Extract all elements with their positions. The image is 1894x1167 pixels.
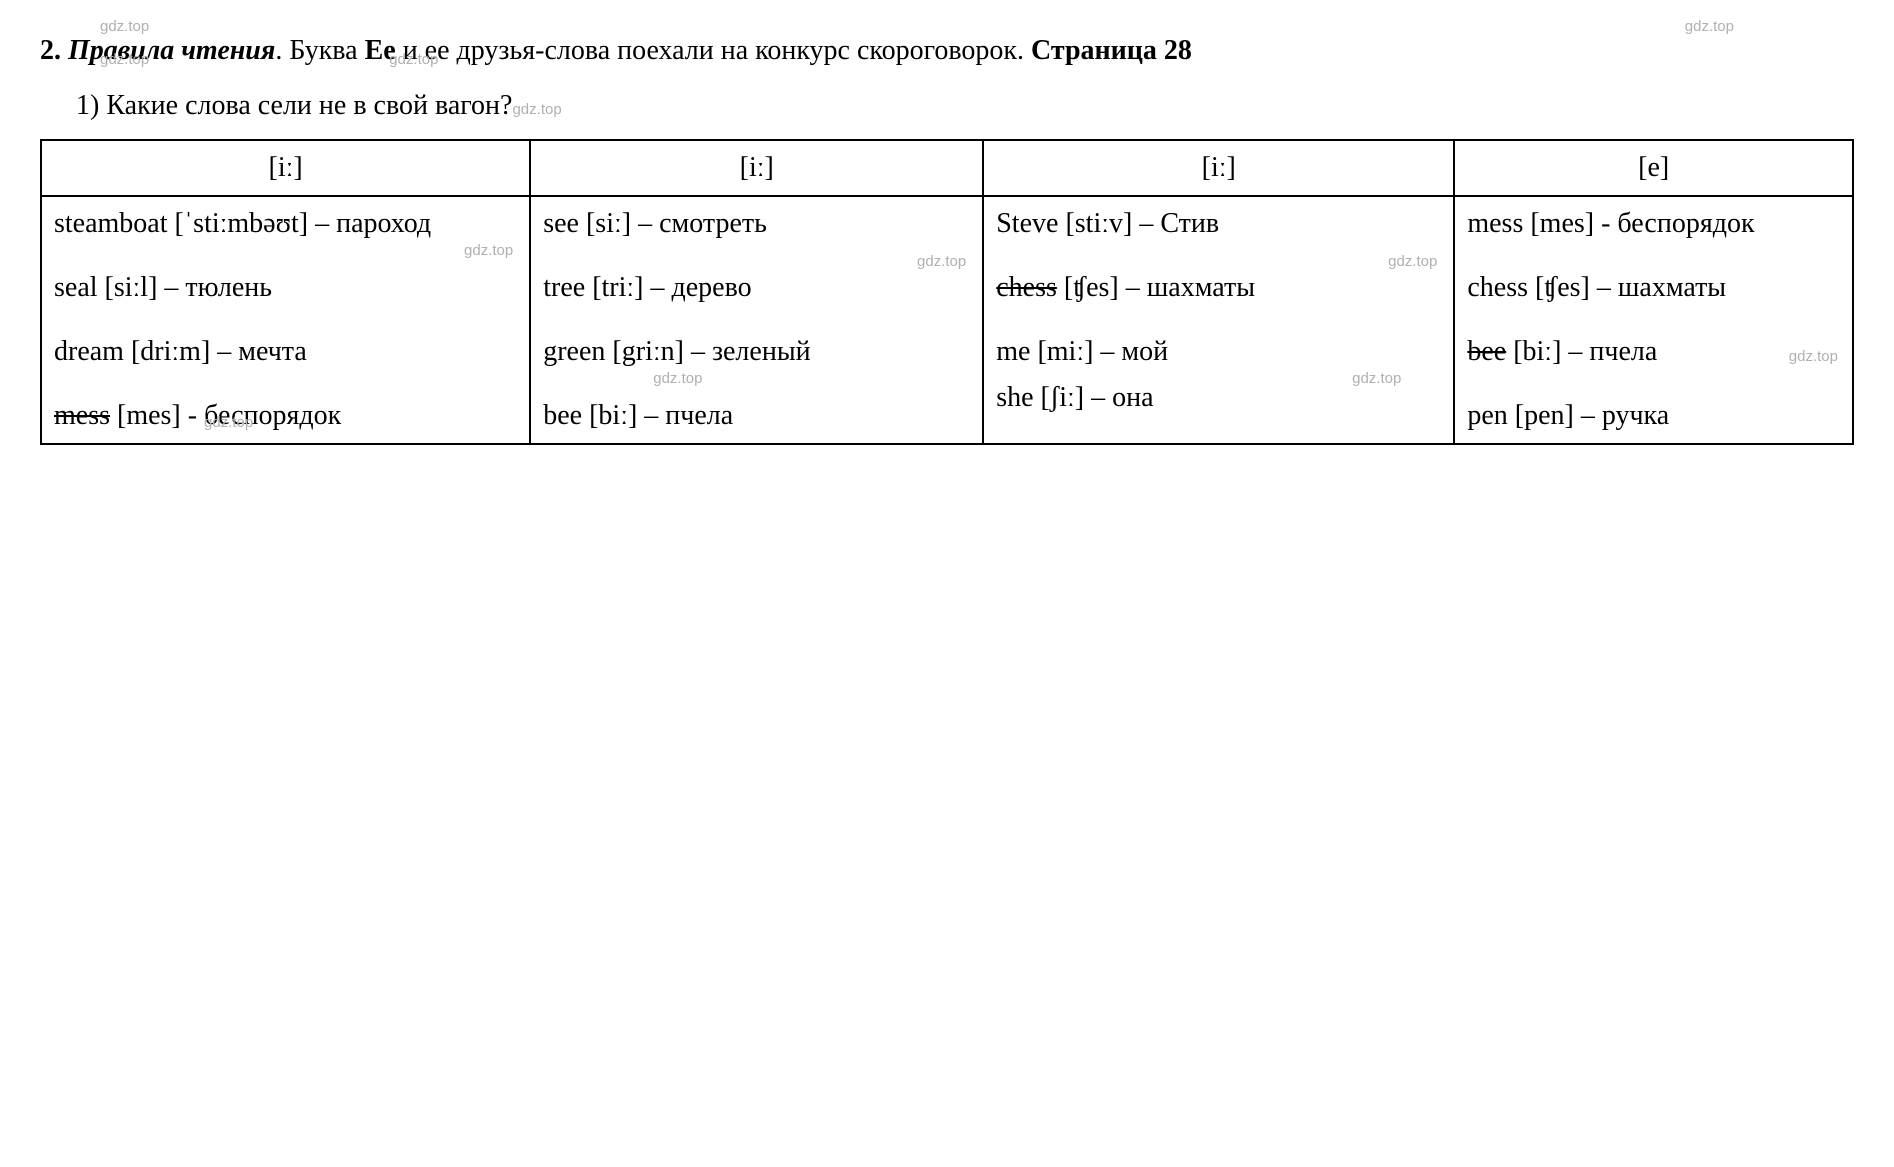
word-entry: chess [ʧes] – шахматы gdz.top — [996, 267, 1441, 309]
heading-text-1: . Буква — [275, 35, 364, 66]
heading: 2. Правила чтения. Буква Ee и ее друзья-… — [40, 30, 1854, 39]
word-entry: pen [pen] – ручка — [1467, 395, 1840, 437]
subtask: 1) Какие слова сели не в свой вагон?gdz.… — [76, 86, 1854, 125]
subtask-number: 1) — [76, 90, 106, 121]
word-text: bee [biː] – пчела — [543, 400, 733, 431]
table-body-row: steamboat [ˈstiːmbəʊt] – пароход gdz.top… — [41, 196, 1853, 444]
word-entry: green [griːn] – зеленый gdz.top — [543, 331, 970, 373]
word-text: mess [mes] - беспорядок — [1467, 208, 1754, 239]
word-text: seal [siːl] – тюлень — [54, 272, 272, 303]
col-header: [iː] — [41, 140, 530, 196]
word-text-rest: [ʧes] – шахматы — [1057, 272, 1255, 303]
watermark-text: gdz.top — [464, 240, 513, 263]
word-text: pen [pen] – ручка — [1467, 400, 1669, 431]
page-label: Страница 28 — [1031, 35, 1192, 66]
subtask-text: Какие слова сели не в свой вагон? — [106, 90, 512, 121]
word-entry: bee [biː] – пчела — [543, 395, 970, 437]
pronunciation-table: [iː] [iː] [iː] [e] steamboat [ˈstiːmbəʊt… — [40, 139, 1854, 445]
word-text-strike: mess — [54, 400, 110, 431]
table-header-row: [iː] [iː] [iː] [e] — [41, 140, 1853, 196]
table-cell: mess [mes] - беспорядок chess [ʧes] – ша… — [1454, 196, 1853, 444]
word-entry: me [miː] – мой gdz.top — [996, 331, 1441, 373]
watermark-text: gdz.top — [917, 251, 966, 274]
word-entry: see [siː] – смотреть — [543, 203, 970, 245]
word-text: Steve [stiːv] – Стив — [996, 208, 1219, 239]
word-text: dream [driːm] – мечта — [54, 336, 307, 367]
watermark-text: gdz.top — [389, 51, 438, 68]
watermark-text: gdz.top — [100, 16, 149, 39]
word-entry: dream [driːm] – мечта — [54, 331, 517, 373]
col-header: [iː] — [983, 140, 1454, 196]
watermark-text: gdz.top — [204, 412, 253, 435]
word-entry: chess [ʧes] – шахматы — [1467, 267, 1840, 309]
word-text-strike: chess — [996, 272, 1057, 303]
watermark-text: gdz.top — [1388, 251, 1437, 274]
word-text-rest: [biː] – пчела — [1506, 336, 1657, 367]
word-text: she [ʃiː] – она — [996, 382, 1153, 413]
word-text: chess [ʧes] – шахматы — [1467, 272, 1726, 303]
word-entry: Steve [stiːv] – Стив — [996, 203, 1441, 245]
table-cell: Steve [stiːv] – Стив chess [ʧes] – шахма… — [983, 196, 1454, 444]
word-text: me [miː] – мой — [996, 336, 1168, 367]
word-entry: she [ʃiː] – она — [996, 377, 1441, 419]
word-text-strike: bee — [1467, 336, 1506, 367]
watermark-text: gdz.top — [512, 101, 561, 118]
col-header: [iː] — [530, 140, 983, 196]
watermark-text: gdz.top — [1789, 346, 1838, 369]
word-entry: mess [mes] - беспорядок gdz.top — [54, 395, 517, 437]
word-entry: steamboat [ˈstiːmbəʊt] – пароход gdz.top — [54, 203, 517, 245]
word-entry: mess [mes] - беспорядок — [1467, 203, 1840, 245]
word-entry: bee [biː] – пчела gdz.top — [1467, 331, 1840, 373]
word-entry: seal [siːl] – тюлень — [54, 267, 517, 309]
watermark-text: gdz.top — [100, 51, 149, 68]
table-cell: see [siː] – смотреть tree [triː] – дерев… — [530, 196, 983, 444]
task-number: 2. — [40, 35, 61, 66]
word-text: green [griːn] – зеленый — [543, 336, 810, 367]
table-cell: steamboat [ˈstiːmbəʊt] – пароход gdz.top… — [41, 196, 530, 444]
word-text: steamboat [ˈstiːmbəʊt] – пароход — [54, 208, 431, 239]
word-text: tree [triː] – дерево — [543, 272, 751, 303]
watermark-text: gdz.top — [653, 368, 702, 391]
word-text: see [siː] – смотреть — [543, 208, 767, 239]
watermark-text: gdz.top — [1685, 16, 1734, 39]
word-entry: tree [triː] – дерево gdz.top — [543, 267, 970, 309]
heading-text-2: и ее друзья-слова поехали на конкурс ско… — [396, 35, 1031, 66]
col-header: [e] — [1454, 140, 1853, 196]
